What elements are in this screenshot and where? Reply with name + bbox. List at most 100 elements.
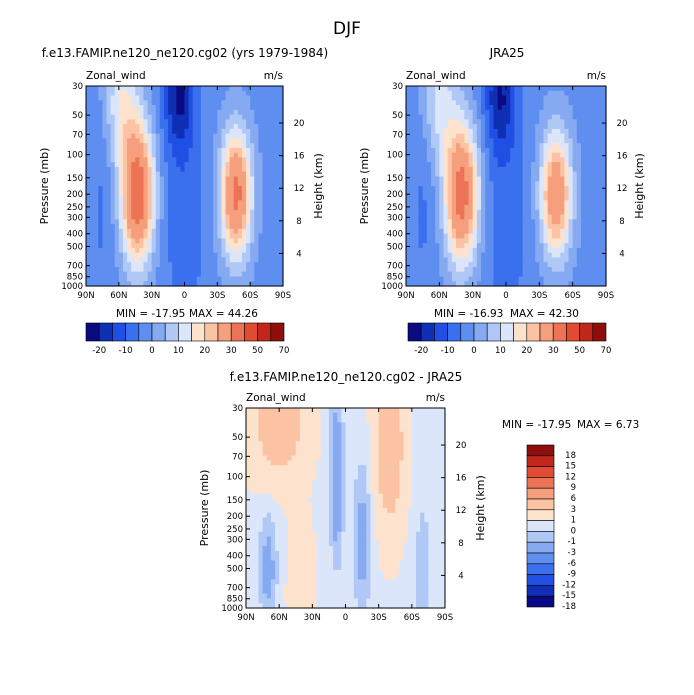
heatmap-cell — [568, 124, 574, 130]
heatmap-cell — [139, 105, 145, 111]
heatmap-cell — [114, 205, 120, 211]
heatmap-cell — [94, 171, 99, 178]
heatmap-cell — [531, 266, 536, 273]
heatmap-cell — [287, 412, 293, 419]
heatmap-cell — [481, 105, 486, 111]
heatmap-cell — [435, 128, 440, 135]
heatmap-cell — [98, 109, 104, 116]
heatmap-cell — [254, 128, 259, 135]
heatmap-cell — [382, 422, 388, 428]
heatmap-cell — [472, 243, 478, 249]
heatmap-cell — [312, 436, 318, 442]
heatmap-cell — [531, 271, 536, 278]
heatmap-cell — [312, 446, 318, 452]
heatmap-cell — [209, 252, 214, 259]
heatmap-cell — [597, 166, 603, 173]
heatmap-cell — [414, 200, 420, 206]
panel-obs-field-label: Zonal_wind — [406, 70, 466, 82]
heatmap-cell — [163, 195, 169, 201]
heatmap-cell — [597, 228, 603, 235]
heatmap-cell — [447, 100, 453, 106]
heatmap-cell — [147, 105, 153, 111]
heatmap-cell — [370, 455, 376, 461]
heatmap-cell — [506, 238, 511, 244]
heatmap-cell — [476, 95, 482, 101]
heatmap-cell — [200, 181, 206, 187]
heatmap-cell — [406, 257, 411, 263]
heatmap-cell — [176, 109, 181, 116]
heatmap-cell — [163, 176, 169, 182]
heatmap-cell — [90, 233, 95, 239]
heatmap-cell — [159, 252, 165, 259]
heatmap-cell — [122, 186, 128, 192]
heatmap-cell — [411, 479, 417, 485]
heatmap-cell — [410, 195, 415, 201]
heatmap-cell — [163, 114, 169, 120]
heatmap-cell — [155, 138, 161, 144]
heatmap-cell — [233, 190, 239, 197]
heatmap-cell — [531, 252, 536, 259]
heatmap-cell — [382, 408, 388, 414]
heatmap-cell — [172, 281, 177, 287]
heatmap-cell — [147, 95, 153, 101]
heatmap-cell — [518, 157, 524, 163]
heatmap-cell — [422, 224, 428, 230]
heatmap-cell — [172, 247, 177, 254]
heatmap-cell — [531, 109, 536, 116]
pressure-tick-label: 300 — [67, 213, 83, 223]
heatmap-cell — [270, 450, 276, 457]
heatmap-cell — [468, 252, 474, 259]
colorbar-label: -10 — [119, 346, 133, 356]
heatmap-cell — [188, 166, 194, 173]
heatmap-cell — [506, 171, 511, 178]
heatmap-cell — [440, 427, 446, 433]
heatmap-cell — [431, 209, 436, 216]
heatmap-cell — [270, 412, 276, 419]
heatmap-cell — [551, 90, 557, 97]
heatmap-cell — [493, 147, 499, 154]
heatmap-cell — [270, 105, 276, 111]
heatmap-cell — [443, 166, 449, 173]
heatmap-cell — [139, 257, 145, 263]
heatmap-cell — [560, 247, 565, 254]
heatmap-cell — [168, 233, 173, 239]
heatmap-cell — [518, 147, 524, 154]
heatmap-cell — [155, 95, 161, 101]
heatmap-cell — [526, 181, 532, 187]
heatmap-cell — [489, 105, 495, 111]
heatmap-cell — [270, 219, 276, 225]
pressure-tick-label: 250 — [67, 203, 83, 213]
heatmap-cell — [127, 105, 132, 111]
heatmap-cell — [237, 238, 243, 244]
heatmap-cell — [522, 224, 528, 230]
heatmap-cell — [597, 147, 603, 154]
heatmap-cell — [601, 276, 607, 282]
heatmap-cell — [86, 257, 91, 263]
heatmap-cell — [522, 119, 528, 125]
heatmap-cell — [275, 469, 280, 476]
heatmap-cell — [102, 247, 108, 254]
heatmap-cell — [102, 133, 108, 139]
heatmap-cell — [135, 100, 140, 106]
heatmap-cell — [147, 176, 153, 182]
heatmap-cell — [118, 105, 124, 111]
heatmap-cell — [246, 152, 251, 159]
heatmap-cell — [139, 109, 145, 116]
heatmap-cell — [510, 105, 515, 111]
heatmap-cell — [258, 157, 264, 163]
heatmap-cell — [110, 95, 116, 101]
heatmap-cell — [205, 257, 210, 263]
heatmap-cell — [447, 157, 453, 163]
heatmap-cell — [547, 166, 553, 173]
heatmap-cell — [205, 100, 210, 106]
heatmap-cell — [324, 412, 330, 419]
heatmap-cell — [399, 417, 405, 423]
heatmap-cell — [522, 162, 528, 168]
heatmap-cell — [464, 105, 470, 111]
heatmap-cell — [435, 271, 440, 278]
heatmap-cell — [278, 262, 284, 268]
heatmap-cell — [86, 157, 91, 163]
heatmap-cell — [270, 171, 276, 178]
heatmap-cell — [131, 266, 136, 273]
heatmap-cell — [196, 157, 202, 163]
